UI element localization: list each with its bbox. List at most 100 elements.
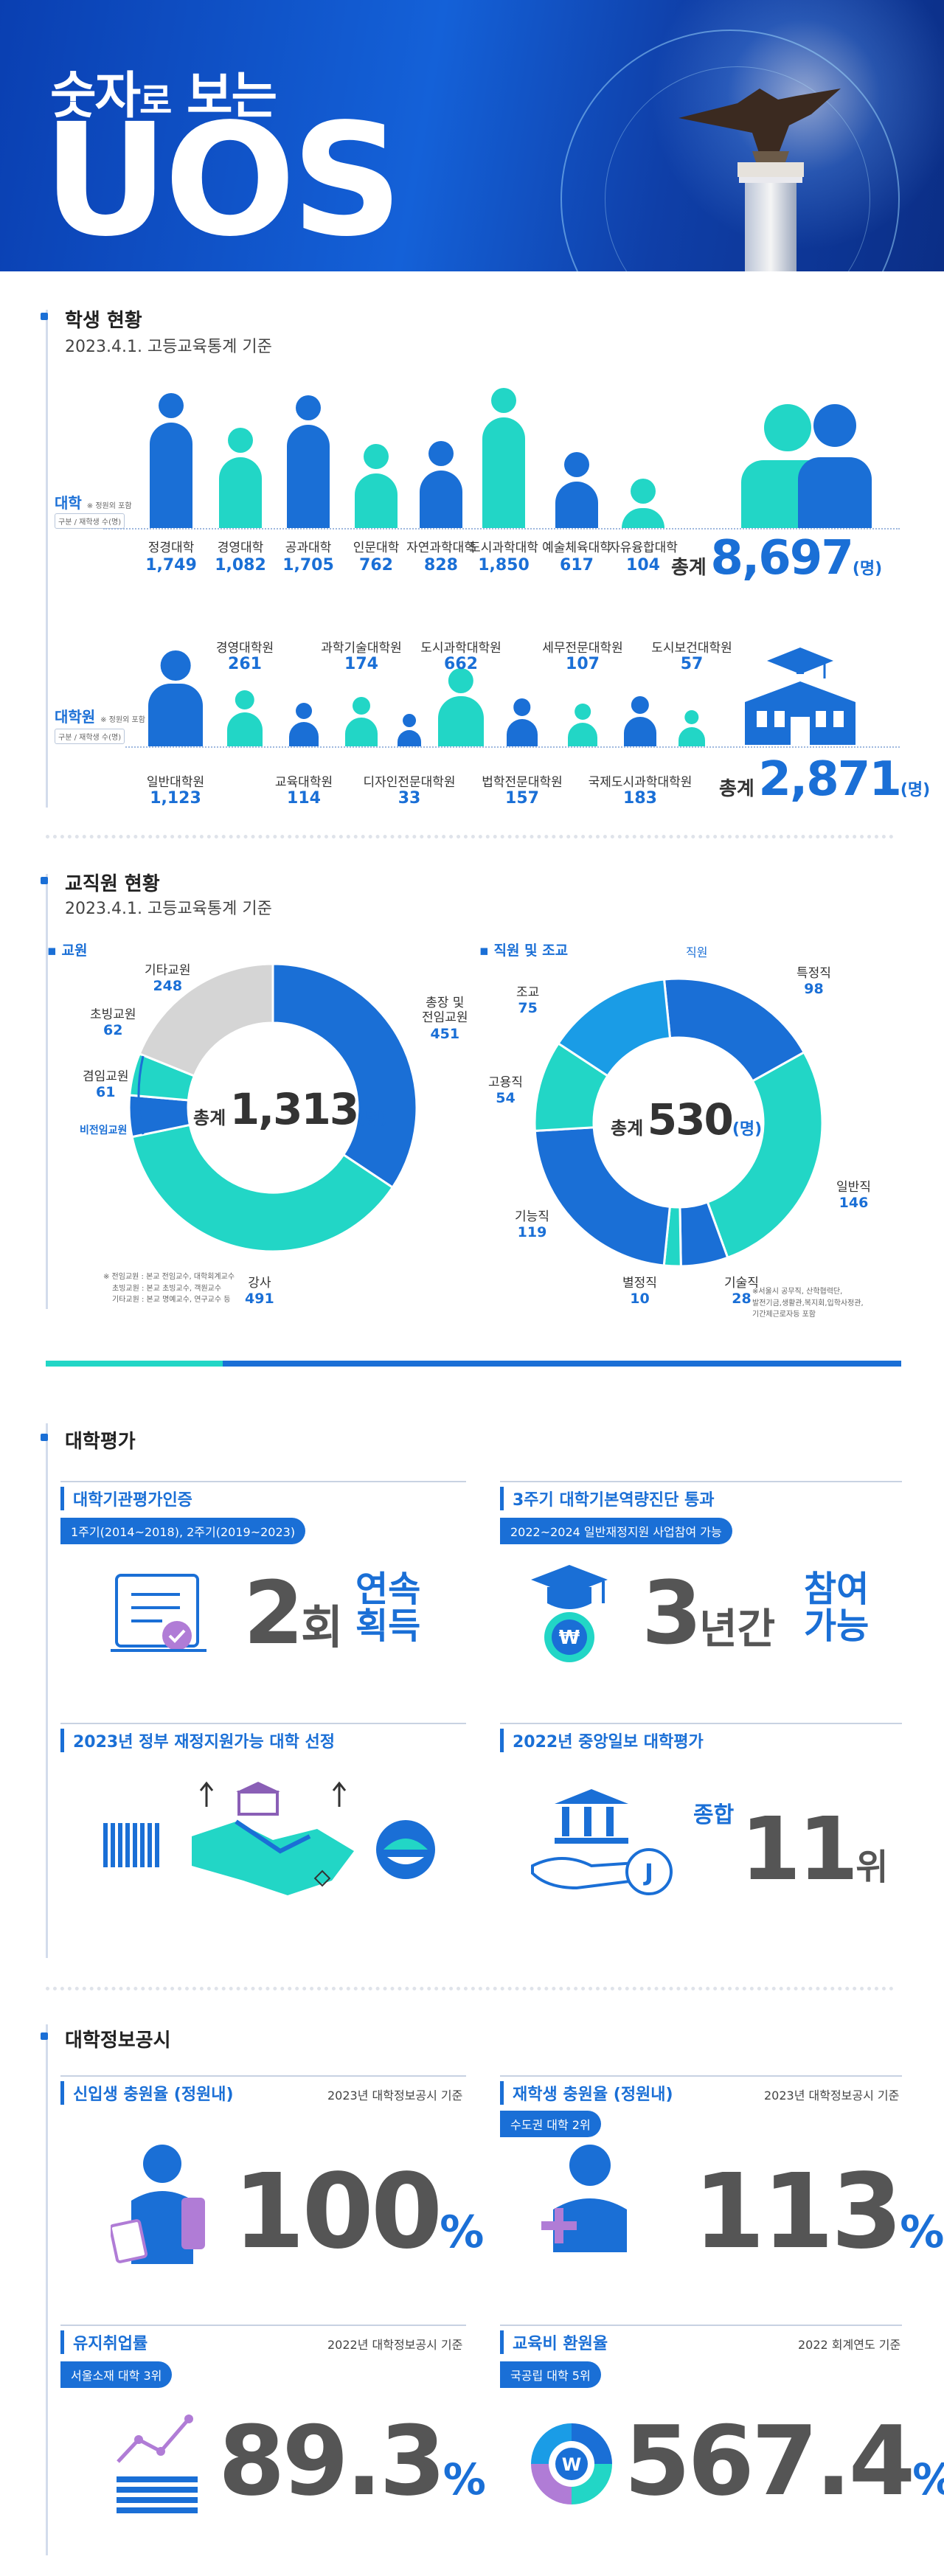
eval-card-1-big: 2회 [243,1562,344,1664]
staff-title: 교직원 현황 [65,873,160,895]
section-line [46,310,48,808]
grad-person-2 [289,702,319,746]
disc-card-3-ref: 2022년 대학정보공시 기준 [327,2338,463,2352]
employee-notes: ※서울시 공무직, 산학협력단, 발전기금,생활관,복지회,입학사정관, 기간제… [752,1288,864,1319]
undergrad-value-4: 828 [424,556,458,574]
undergrad-value-6: 617 [560,556,594,574]
eval-card-3-title: 2023년 정부 재정지원가능 대학 선정 [60,1729,335,1752]
nonfull-bracket [137,1055,145,1135]
grad-value-7: 107 [566,655,600,673]
disc-card-2-title: 재학생 충원율 (정원내) [500,2081,673,2105]
grad-person-6 [506,698,538,746]
grad-name-2: 교육대학원 [274,775,333,790]
grad-person-7 [568,703,597,746]
eval-card-2-pill: 2022~2024 일반재정지원 사업참여 가능 [500,1518,732,1544]
staff-subtitle: 2023.4.1. 고등교육통계 기준 [65,900,272,918]
grad-person-0 [148,650,203,746]
certificate-icon [111,1574,206,1652]
employee-seg-label-4: 기능직 119 [515,1209,549,1241]
disc-card-4-pill: 국공립 대학 5위 [500,2361,601,2388]
disc-card-4-ref: 2022 회계연도 기준 [798,2338,901,2352]
grad-name-7: 세무전문대학원 [542,641,623,656]
university-building-icon [745,648,856,745]
employee-seg-label-1: 일반직 146 [836,1180,871,1212]
faculty-seg-label-2: 겸임교원 61 [83,1069,129,1101]
faculty-total: 총계 1,313(명) [193,1084,388,1134]
faculty-slice-4 [138,962,274,1077]
undergrad-name-1: 경영대학 [217,541,264,555]
card-rule [60,2325,466,2326]
card-rule [500,2325,902,2326]
undergrad-name-6: 예술체육대학 [542,541,611,555]
grad-name-6: 법학전문대학원 [482,775,563,790]
disc-card-2-ref: 2023년 대학정보공시 기준 [764,2089,900,2103]
undergrad-value-5: 1,850 [478,556,530,574]
student-plus-icon [541,2145,627,2252]
card-rule [500,1481,902,1482]
handshake-government-icon [103,1781,435,1895]
grad-name-1: 경영대학원 [215,641,274,656]
eval-card-1-side: 연속 획득 [355,1569,421,1648]
card-rule [60,1723,466,1724]
undergrad-value-7: 104 [626,556,660,574]
grad-person-1 [226,690,263,746]
eval-card-4-big: 11위 [740,1798,889,1900]
employee-group-label: 직원 [686,945,708,959]
faculty-donut-chart [128,962,418,1253]
section-line [46,2024,48,2555]
undergrad-person-3 [355,444,398,528]
eval-card-4-prefix: 종합 [693,1802,735,1828]
hand-building-icon: J [531,1789,673,1895]
grad-value-4: 33 [398,789,421,808]
employee-slice-0 [662,977,806,1083]
disc-card-2-pill: 수도권 대학 2위 [500,2111,601,2137]
grad-name-5: 도시과학대학원 [420,641,502,656]
student-backpack-icon [111,2145,205,2264]
hero-title: UOS [43,90,403,271]
faculty-slice-0 [271,962,418,1190]
undergrad-name-4: 자연과학대학 [406,541,476,555]
undergrad-value-0: 1,749 [145,556,197,574]
employee-slice-4 [533,1126,671,1267]
employee-seg-label-5: 고용직 54 [488,1075,523,1107]
section-divider [46,1987,894,1990]
grad-axis [125,746,900,748]
grad-value-0: 1,123 [150,789,201,808]
grad-value-6: 157 [505,789,539,808]
section-line [46,1423,48,1958]
card-rule [500,1723,902,1724]
disc-card-3-title: 유지취업률 [60,2330,148,2354]
employee-seg-label-6: 조교 75 [516,985,540,1017]
grad-value-9: 57 [680,655,704,673]
undergrad-name-5: 도시과학대학 [469,541,538,555]
total-people-icon-2 [798,404,872,528]
divider-strip-blue [223,1361,901,1367]
eval-card-2-side: 참여 가능 [804,1569,870,1648]
undergrad-name-7: 자유융합대학 [608,541,678,555]
disc-card-2-big: 113% [693,2152,944,2272]
eval-card-2-title: 3주기 대학기본역량진단 통과 [500,1487,715,1510]
grad-total: 총계 2,871(명) [719,752,931,807]
eval-card-4-title: 2022년 중앙일보 대학평가 [500,1729,704,1752]
grad-name-4: 디자인전문대학원 [363,775,456,790]
card-rule [60,1481,466,1482]
undergrad-label: 대학 ※ 정원외 포함 [55,494,132,512]
undergrad-total: 총계 8,697(명) [671,531,883,586]
employee-slice-1 [706,1050,824,1260]
disc-card-3-pill: 서울소재 대학 3위 [60,2361,173,2388]
grad-person-9 [678,709,705,746]
section-marker [41,2032,48,2040]
employee-seg-label-2: 기술직 28 [724,1276,759,1308]
grad-person-3 [345,697,378,746]
undergrad-person-1 [219,427,262,528]
grad-label: 대학원 ※ 정원외 포함 [55,708,145,726]
students-subtitle: 2023.4.1. 고등교육통계 기준 [65,338,272,356]
header-banner: 숫자로 보는 UOS [0,0,944,271]
grad-value-2: 114 [287,789,321,808]
disc-card-1-ref: 2023년 대학정보공시 기준 [327,2089,463,2103]
evaluation-title: 대학평가 [65,1431,136,1453]
disc-card-1-big: 100% [233,2152,485,2272]
employee-seg-label-0: 특정직 98 [796,966,831,998]
faculty-notes: ※ 전임교원 : 본교 전임교수, 대학회계교수 초빙교원 : 본교 초빙교수,… [103,1273,235,1304]
grad-value-3: 174 [344,655,378,673]
